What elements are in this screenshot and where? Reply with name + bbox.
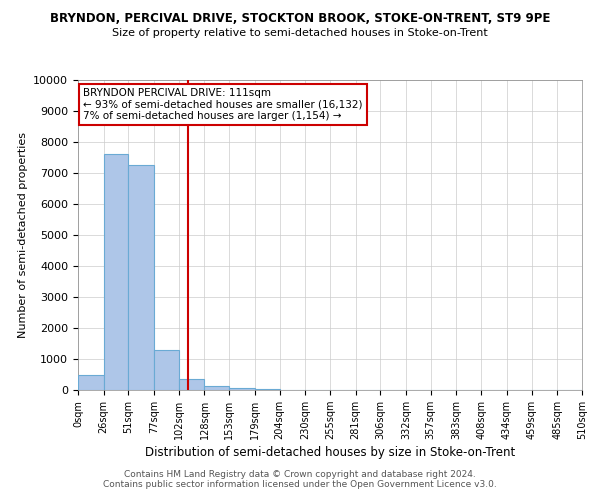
Bar (205, 386, 229, 390)
Bar (179, 379, 205, 390)
Y-axis label: Number of semi-detached properties: Number of semi-detached properties (18, 132, 28, 338)
Bar (128, 165, 154, 390)
X-axis label: Distribution of semi-detached houses by size in Stoke-on-Trent: Distribution of semi-detached houses by … (145, 446, 515, 459)
Text: Size of property relative to semi-detached houses in Stoke-on-Trent: Size of property relative to semi-detach… (112, 28, 488, 38)
Bar (104, 154, 128, 390)
Bar (78, 374, 104, 390)
Text: Contains HM Land Registry data © Crown copyright and database right 2024.
Contai: Contains HM Land Registry data © Crown c… (103, 470, 497, 489)
Bar (229, 388, 255, 390)
Text: BRYNDON PERCIVAL DRIVE: 111sqm
← 93% of semi-detached houses are smaller (16,132: BRYNDON PERCIVAL DRIVE: 111sqm ← 93% of … (83, 88, 362, 121)
Text: BRYNDON, PERCIVAL DRIVE, STOCKTON BROOK, STOKE-ON-TRENT, ST9 9PE: BRYNDON, PERCIVAL DRIVE, STOCKTON BROOK,… (50, 12, 550, 26)
Bar (154, 350, 179, 390)
